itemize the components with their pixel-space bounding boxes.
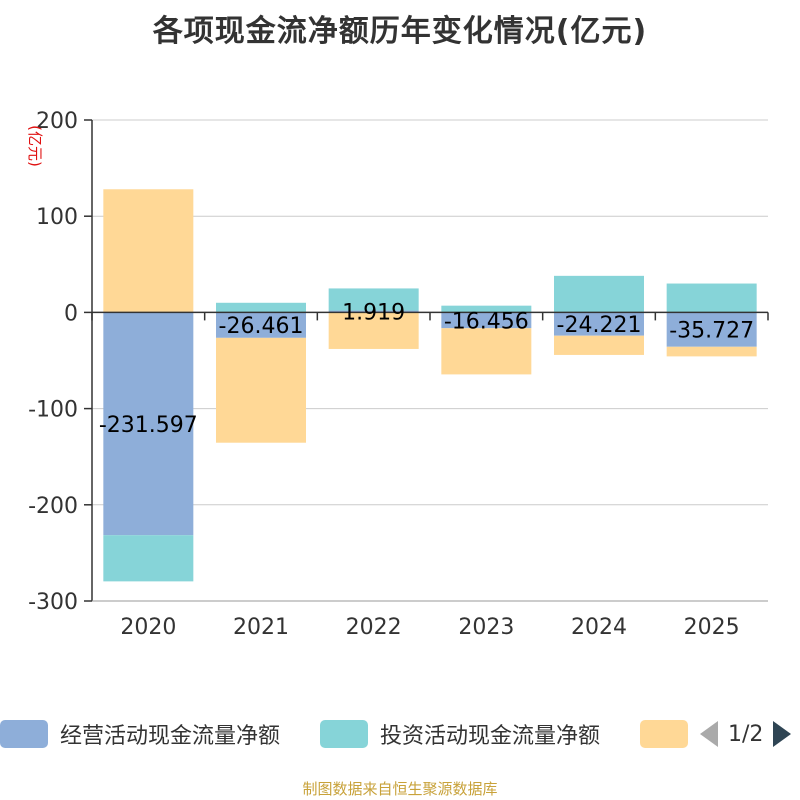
y-tick-label: 100 — [36, 205, 78, 230]
y-tick-label: 200 — [36, 109, 78, 134]
y-tick-label: 0 — [64, 301, 78, 326]
x-tick-label: 2022 — [346, 615, 402, 640]
data-label: -26.461 — [219, 314, 304, 339]
legend-swatch-investing — [320, 720, 368, 748]
legend-prev-page-icon[interactable] — [700, 721, 718, 747]
x-tick-label: 2021 — [233, 615, 289, 640]
bar-financing-2022 — [328, 312, 419, 349]
bar-operating-2020 — [103, 312, 194, 536]
bar-financing-2020 — [103, 189, 194, 313]
y-tick-label: -300 — [28, 590, 78, 615]
legend-item-investing[interactable]: 投资活动现金流量净额 — [320, 716, 600, 752]
x-tick-label: 2024 — [571, 615, 627, 640]
bar-operating-2022 — [328, 310, 419, 313]
bar-operating-2024 — [554, 312, 644, 336]
legend-swatch-operating — [0, 720, 48, 748]
legend-item-operating[interactable]: 经营活动现金流量净额 — [0, 716, 280, 752]
data-source-footer: 制图数据来自恒生聚源数据库 — [302, 780, 498, 798]
bar-operating-2023 — [441, 312, 532, 329]
legend-label-operating: 经营活动现金流量净额 — [60, 724, 281, 749]
bar-investing-2021 — [216, 302, 306, 313]
legend-item-financing[interactable] — [640, 716, 700, 752]
x-tick-label: 2020 — [120, 615, 176, 640]
x-tick-label: 2025 — [684, 615, 740, 640]
bar-financing-2021 — [216, 337, 306, 443]
legend-next-page-icon[interactable] — [773, 721, 792, 747]
y-tick-label: -100 — [28, 398, 78, 423]
legend-page-indicator: 1/2 — [728, 721, 764, 747]
bar-investing-2025 — [666, 283, 757, 313]
legend-pager: 1/2 — [700, 716, 792, 752]
legend: 经营活动现金流量净额 投资活动现金流量净额 1/2 — [0, 716, 800, 752]
bar-operating-2021 — [216, 312, 306, 338]
legend-label-investing: 投资活动现金流量净额 — [380, 724, 601, 749]
y-axis-unit-label: (亿元) — [26, 125, 44, 167]
data-label: -24.221 — [557, 313, 642, 338]
data-label: -16.456 — [444, 309, 529, 334]
bar-investing-2022 — [328, 288, 419, 311]
bar-operating-2025 — [666, 312, 757, 347]
bar-investing-2023 — [441, 305, 532, 313]
bar-investing-2024 — [554, 275, 644, 313]
bar-financing-2025 — [666, 346, 757, 357]
chart-plot: 200 100 0 -100 -200 -300 (亿元) 2020 2021 2022 2023 2… — [26, 109, 769, 640]
legend-swatch-financing — [640, 720, 688, 748]
chart-title: 各项现金流净额历年变化情况(亿元) — [152, 14, 648, 49]
data-label: -231.597 — [99, 413, 198, 438]
y-tick-label: -200 — [28, 494, 78, 519]
bar-financing-2023 — [441, 328, 532, 375]
data-label: 1.919 — [342, 300, 405, 325]
bar-investing-2020 — [103, 535, 194, 582]
bar-financing-2024 — [554, 335, 644, 355]
x-tick-label: 2023 — [458, 615, 514, 640]
data-label: -35.727 — [669, 319, 754, 344]
